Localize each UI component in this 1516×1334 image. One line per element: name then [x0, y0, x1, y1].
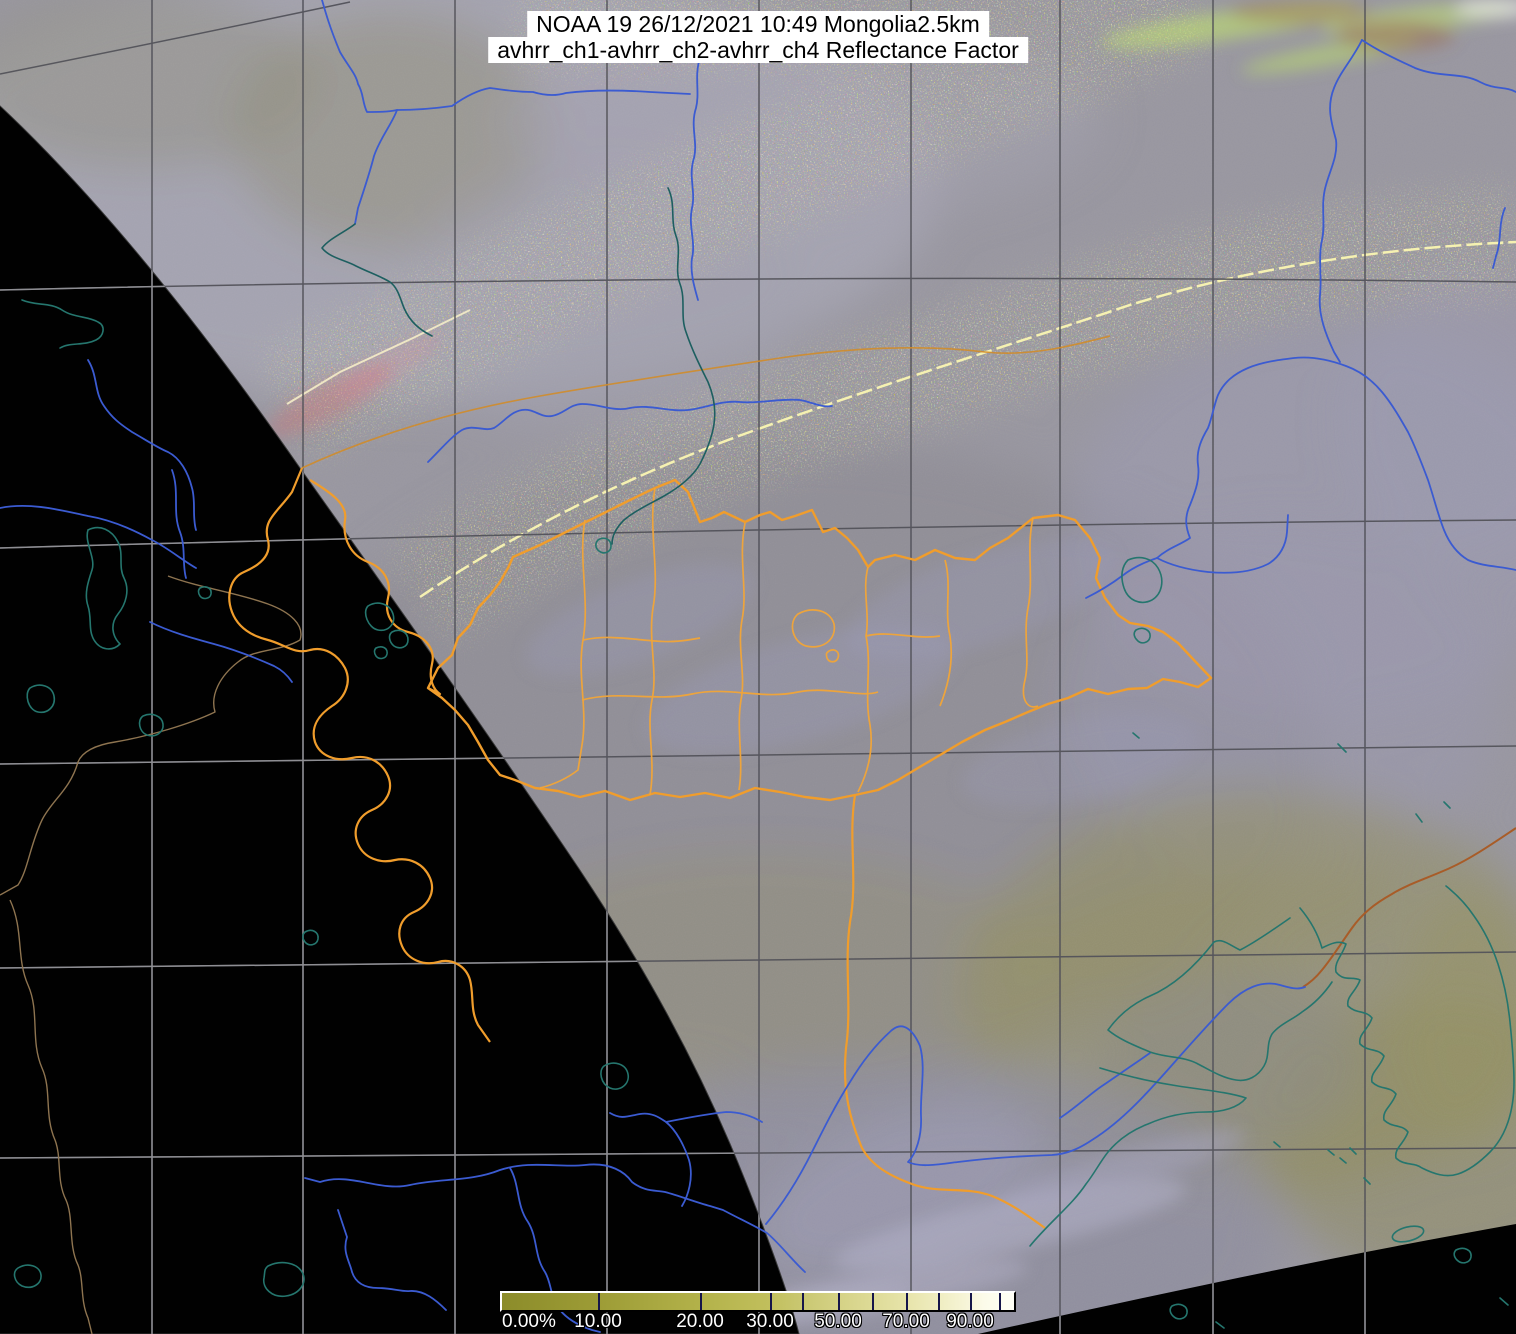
colorbar-label: 70.00: [882, 1311, 930, 1332]
border-orange-russia: [301, 335, 1111, 469]
border-orange-kazakh-china: [228, 467, 1046, 1229]
colorbar-tick: [598, 1293, 600, 1310]
colorbar-tick: [999, 1293, 1001, 1310]
coastlines-lakes-teal: [13, 187, 1515, 1329]
no-data-wedge-bottom-right: [978, 1224, 1516, 1334]
colorbar-gradient: [500, 1291, 1016, 1312]
border-brown-overlay: [1302, 827, 1516, 988]
colorbar-tick: [700, 1293, 702, 1310]
no-data-swath-edge-left: [0, 105, 800, 1334]
glint-upper-line: [286, 309, 471, 405]
colorbar-tick: [802, 1293, 804, 1310]
colorbar-tick: [838, 1293, 840, 1310]
colorbar-label: 30.00: [746, 1311, 794, 1332]
colorbar: 0.00% 10.00 20.00 30.00 50.00 70.00 90.0…: [500, 1291, 1016, 1334]
colorbar-tick: [906, 1293, 908, 1310]
border-orange-aimags: [539, 487, 1039, 796]
colorbar-tick: [938, 1293, 940, 1310]
colorbar-tick: [770, 1293, 772, 1310]
product-title-line1: NOAA 19 26/12/2021 10:49 Mongolia2.5km: [527, 11, 989, 37]
product-title-line2: avhrr_ch1-avhrr_ch2-avhrr_ch4 Reflectanc…: [488, 37, 1028, 63]
colorbar-label: 0.00%: [502, 1311, 556, 1332]
border-tan-overlay: [0, 575, 302, 1334]
product-title-block: NOAA 19 26/12/2021 10:49 Mongolia2.5km a…: [488, 11, 1028, 63]
sunglint-noise-band: [238, 0, 1516, 680]
colorbar-label: 10.00: [574, 1311, 622, 1332]
colorbar-tick: [970, 1293, 972, 1310]
border-orange-mongolia: [426, 478, 1213, 802]
glint-specular-line: [419, 240, 1516, 599]
colorbar-labels: 0.00% 10.00 20.00 30.00 50.00 70.00 90.0…: [500, 1311, 1016, 1334]
colorbar-label: 50.00: [814, 1311, 862, 1332]
colorbar-tick: [872, 1293, 874, 1310]
colorbar-label: 20.00: [676, 1311, 724, 1332]
colorbar-label: 90.00: [946, 1311, 994, 1332]
